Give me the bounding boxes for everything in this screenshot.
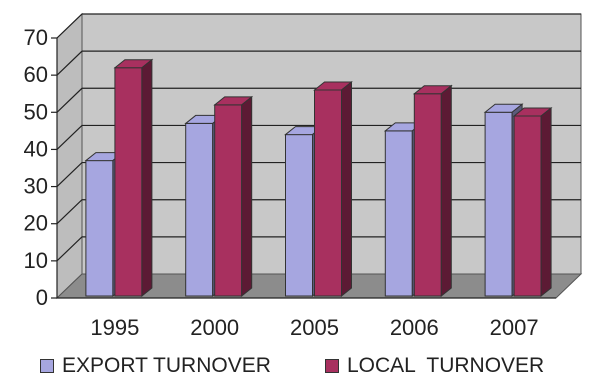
legend-item-export: EXPORT TURNOVER	[40, 354, 271, 378]
bars	[84, 58, 553, 298]
legend-label-local: LOCAL TURNOVER	[347, 354, 545, 377]
bar-front	[384, 130, 413, 297]
bar-side	[440, 84, 452, 298]
bar-local-turnover-2007	[512, 106, 553, 298]
bar-side	[241, 95, 253, 298]
y-tick-label: 30	[24, 174, 48, 199]
legend-swatch-local	[325, 359, 339, 373]
bar-side	[540, 106, 552, 298]
x-tick-label: 2006	[390, 315, 439, 340]
bar-front	[214, 104, 243, 297]
gridline	[56, 87, 581, 113]
axes	[56, 38, 556, 299]
x-tick-labels: 1995 2000 2005 2006 2007	[90, 315, 538, 340]
legend-swatch-export	[40, 359, 54, 373]
x-tick-label: 2000	[190, 315, 239, 340]
bar-chart: 0 10 20 30 40 50 60 70 1995 2000 2005 2006 2007	[24, 12, 583, 340]
side-wall	[56, 12, 83, 300]
bar-local-turnover-2000	[213, 95, 254, 298]
bar-front	[484, 111, 513, 297]
bar-front	[513, 115, 542, 297]
legend-label-export: EXPORT TURNOVER	[62, 354, 271, 377]
x-tick-label: 2007	[490, 315, 539, 340]
bar-side	[341, 80, 352, 298]
bar-front	[285, 134, 313, 297]
y-tick-labels: 0 10 20 30 40 50 60 70	[24, 25, 48, 310]
y-tick-label: 10	[24, 248, 48, 273]
x-tick-label: 2005	[290, 315, 339, 340]
bar-local-turnover-2006	[412, 84, 453, 298]
y-tick-label: 40	[24, 136, 48, 161]
bar-front	[314, 89, 342, 297]
y-tick-label: 50	[24, 99, 48, 124]
bar-side	[141, 58, 153, 298]
legend: EXPORT TURNOVER LOCAL TURNOVER	[0, 350, 593, 380]
y-tick-label: 60	[24, 62, 48, 87]
y-tick-label: 0	[36, 285, 48, 310]
bar-front	[413, 93, 442, 297]
legend-item-local: LOCAL TURNOVER	[325, 354, 544, 378]
gridline	[56, 50, 581, 76]
y-tick-label: 20	[24, 211, 48, 236]
bar-local-turnover-1995	[113, 58, 154, 298]
gridline	[56, 13, 581, 39]
y-tick-label: 70	[24, 25, 48, 50]
bar-front	[185, 122, 214, 297]
bar-front	[85, 160, 114, 297]
x-tick-label: 1995	[90, 315, 139, 340]
bar-front	[114, 67, 143, 297]
bar-local-turnover-2005	[313, 80, 353, 298]
